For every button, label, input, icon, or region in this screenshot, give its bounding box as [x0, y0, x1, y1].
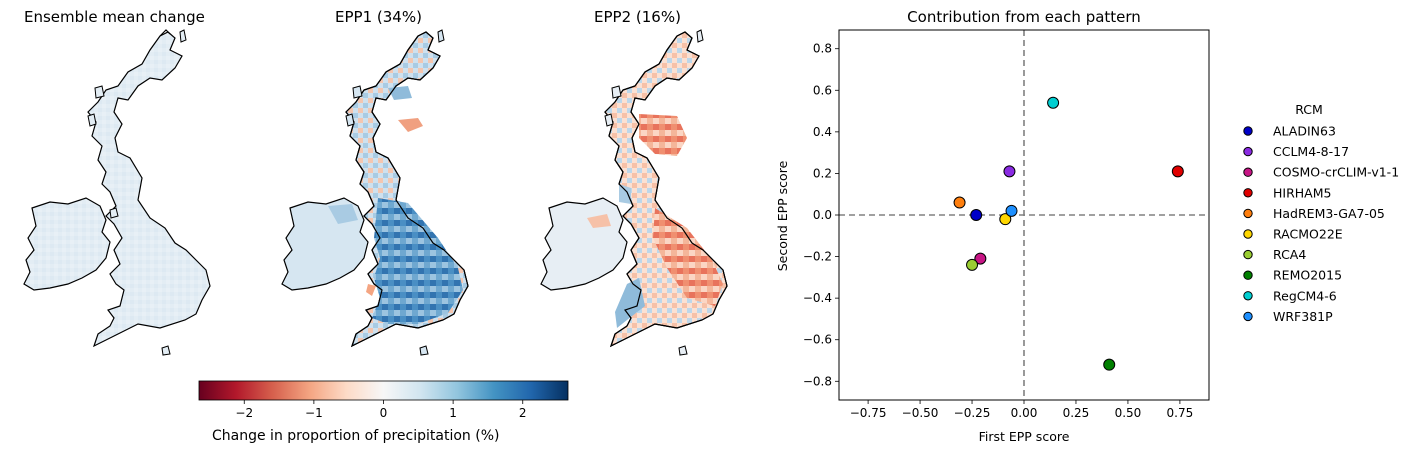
legend-label: RCA4: [1273, 247, 1306, 262]
point-regcm4-6: [1047, 96, 1060, 109]
colorbar-tick-label: 0: [380, 406, 388, 420]
colorbar-ticks: −2 −1 0 1 2: [235, 400, 527, 420]
ireland-landmass: [281, 197, 369, 291]
colorbar-label: Change in proportion of precipitation (%…: [212, 428, 500, 444]
legend-marker: [1243, 126, 1253, 136]
point-remo2015: [1103, 358, 1116, 371]
legend-marker: [1243, 229, 1253, 239]
legend-label: CCLM4-8-17: [1273, 144, 1349, 159]
colorbar-tick-label: −1: [305, 406, 323, 420]
legend-label: ALADIN63: [1273, 124, 1336, 139]
legend-marker: [1243, 311, 1253, 322]
chart-title: Contribution from each pattern: [907, 8, 1141, 26]
x-tick-label: −0.25: [954, 406, 991, 420]
legend-label: COSMO-crCLIM-v1-1: [1273, 165, 1399, 180]
colorbar-tick-label: 2: [519, 406, 527, 420]
y-tick-label: 0.4: [813, 125, 832, 139]
y-tick-label: −0.8: [803, 374, 832, 388]
ireland-landmass: [23, 197, 111, 291]
x-tick-label: 0.00: [1011, 406, 1038, 420]
x-tick-label: 0.50: [1115, 406, 1142, 420]
colorbar: −2 −1 0 1 2: [198, 380, 569, 420]
point-hadrem3-ga7-05: [953, 196, 966, 209]
islands: [87, 29, 187, 356]
map-epp2: [540, 29, 728, 356]
gb-landmass: [87, 29, 211, 348]
point-racmo22e: [999, 213, 1012, 226]
y-axis-label: Second EPP score: [775, 160, 790, 271]
x-tick-label: 0.75: [1167, 406, 1194, 420]
colorbar-gradient: [198, 380, 569, 401]
legend-marker: [1243, 208, 1253, 219]
y-tick-label: −0.2: [803, 250, 832, 264]
map-title-epp2: EPP2 (16%): [594, 8, 681, 26]
point-wrf381p: [1005, 204, 1018, 217]
legend-label: HIRHAM5: [1273, 185, 1331, 200]
x-tick-label: −0.75: [850, 406, 887, 420]
legend-marker: [1243, 167, 1253, 177]
colorbar-tick-label: 1: [449, 406, 457, 420]
point-aladin63: [970, 209, 983, 221]
colorbar-tick-label: −2: [235, 406, 253, 420]
x-tick-label: −0.50: [902, 406, 939, 420]
legend-marker: [1243, 249, 1253, 260]
legend-label: WRF381P: [1273, 309, 1333, 324]
legend-title: RCM: [1295, 102, 1323, 117]
islands: [345, 29, 445, 356]
x-tick-label: 0.25: [1063, 406, 1090, 420]
gb-landmass: [345, 31, 469, 348]
legend-label: HadREM3-GA7-05: [1273, 206, 1385, 221]
y-tick-label: 0.6: [813, 83, 832, 97]
scatter-chart: Contribution from each pattern −0.75 −0.5…: [775, 8, 1399, 444]
legend-marker: [1243, 270, 1253, 280]
map-ensemble-mean: [23, 29, 211, 356]
legend-label: REMO2015: [1273, 268, 1342, 283]
ireland-landmass: [540, 197, 628, 291]
legend-marker: [1243, 291, 1253, 301]
point-cosmo-crclim-v1-1: [974, 252, 987, 265]
map-title-ensemble-mean: Ensemble mean change: [24, 8, 205, 26]
point-hirham5: [1171, 165, 1184, 178]
y-tick-label: 0.2: [813, 166, 832, 180]
legend: RCM ALADIN63 CCLM4-8-17 COSMO-crCLIM-v1-1 HI…: [1243, 102, 1399, 324]
x-axis-label: First EPP score: [979, 429, 1070, 444]
gb-landmass: [604, 31, 728, 348]
map-title-epp1: EPP1 (34%): [335, 8, 422, 26]
y-tick-label: −0.6: [803, 333, 832, 347]
legend-marker: [1243, 188, 1253, 198]
y-tick-label: −0.4: [803, 291, 832, 305]
y-tick-label: 0.0: [813, 208, 832, 222]
legend-label: RACMO22E: [1273, 227, 1343, 242]
legend-marker: [1243, 146, 1253, 157]
point-cclm4-8-17: [1003, 165, 1016, 178]
legend-label: RegCM4-6: [1273, 288, 1337, 303]
islands: [604, 29, 704, 356]
point-rca4: [966, 258, 979, 271]
map-epp1: [281, 29, 469, 356]
y-tick-label: 0.8: [813, 42, 832, 56]
